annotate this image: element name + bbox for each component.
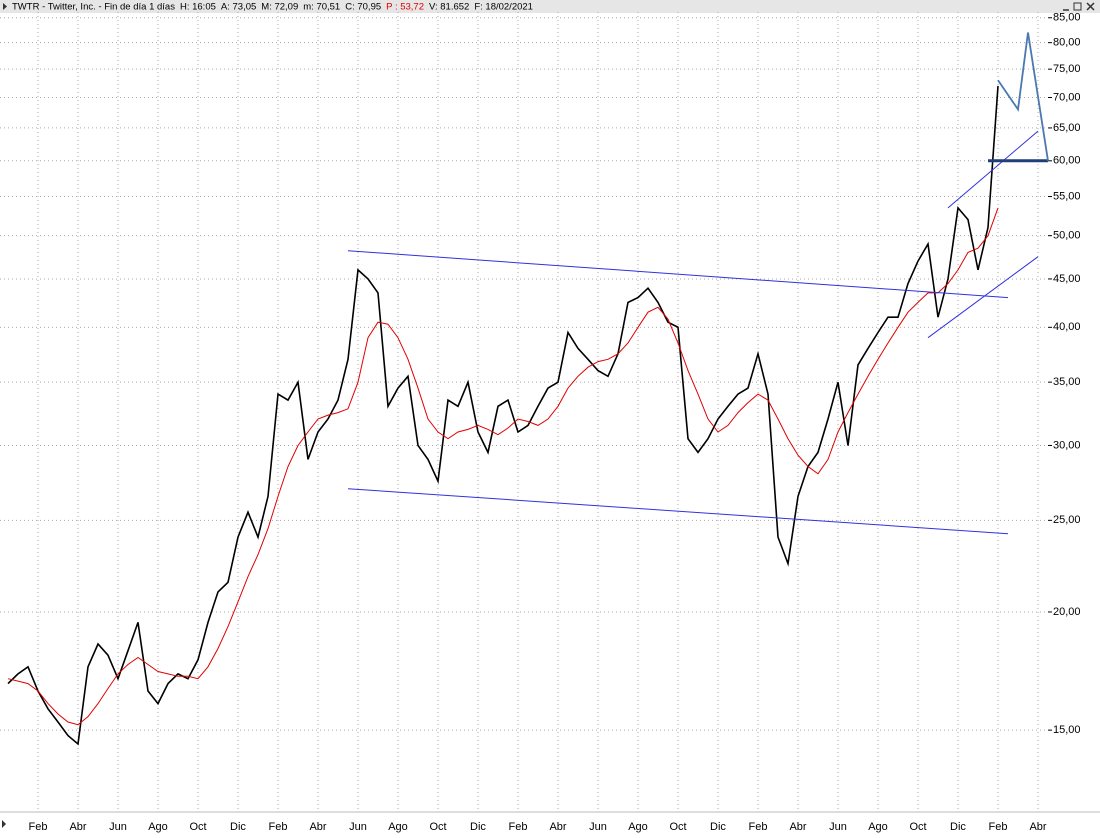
x-tick-label: Abr	[309, 821, 326, 833]
x-tick-label: Ago	[388, 821, 408, 833]
y-tick-label: 70,00	[1053, 91, 1081, 103]
x-tick-label: Ago	[628, 821, 648, 833]
header: TWTR - Twitter, Inc. - Fin de día 1 días…	[12, 2, 533, 13]
trend-line	[347, 488, 1009, 535]
trend-line	[347, 250, 1009, 299]
y-tick-label: 85,00	[1053, 12, 1081, 24]
y-tick-label: 60,00	[1053, 155, 1081, 167]
x-tick-label: Dic	[950, 821, 966, 833]
chart-title: TWTR - Twitter, Inc. - Fin de día 1 días	[12, 2, 175, 13]
x-tick-label: Dic	[470, 821, 486, 833]
x-tick-label: Oct	[429, 821, 446, 833]
x-tick-label: Abr	[69, 821, 86, 833]
y-tick-label: 65,00	[1053, 122, 1081, 134]
info-field: F: 18/02/2021	[474, 2, 533, 13]
y-tick-label: 30,00	[1053, 439, 1081, 451]
window-buttons	[1063, 2, 1095, 11]
maximize-button[interactable]	[1073, 2, 1082, 11]
y-tick-label: 80,00	[1053, 37, 1081, 49]
x-tick-label: Feb	[29, 821, 48, 833]
y-tick-label: 45,00	[1053, 273, 1081, 285]
info-field: A: 73,05	[221, 2, 256, 13]
y-tick-label: 50,00	[1053, 230, 1081, 242]
y-tick-label: 25,00	[1053, 514, 1081, 526]
x-tick-label: Abr	[549, 821, 566, 833]
scroll-icon[interactable]	[2, 820, 6, 828]
close-button[interactable]	[1086, 2, 1095, 11]
x-tick-label: Feb	[989, 821, 1008, 833]
x-tick-label: Ago	[148, 821, 168, 833]
x-tick-label: Jun	[589, 821, 607, 833]
x-tick-label: Oct	[669, 821, 686, 833]
header-bar	[0, 0, 1100, 13]
x-tick-label: Feb	[269, 821, 288, 833]
info-field: C: 70,95	[345, 2, 381, 13]
x-tick-label: Feb	[749, 821, 768, 833]
info-field: M: 72,09	[261, 2, 298, 13]
info-field: V: 81.652	[429, 2, 469, 13]
trend-line	[927, 256, 1039, 339]
x-tick-label: Abr	[1029, 821, 1046, 833]
x-tick-label: Oct	[189, 821, 206, 833]
x-tick-label: Jun	[829, 821, 847, 833]
x-tick-label: Jun	[109, 821, 127, 833]
x-tick-label: Jun	[349, 821, 367, 833]
y-tick-label: 75,00	[1053, 63, 1081, 75]
info-field: H: 16:05	[180, 2, 216, 13]
menu-icon[interactable]	[3, 3, 7, 10]
y-tick-label: 35,00	[1053, 376, 1081, 388]
y-tick-label: 20,00	[1053, 606, 1081, 618]
x-tick-label: Oct	[909, 821, 926, 833]
x-tick-label: Dic	[230, 821, 246, 833]
x-tick-label: Feb	[509, 821, 528, 833]
y-tick-label: 40,00	[1053, 321, 1081, 333]
x-tick-label: Abr	[789, 821, 806, 833]
info-field: P : 53,72	[386, 2, 424, 13]
x-tick-label: Dic	[710, 821, 726, 833]
trend-line	[997, 32, 1049, 161]
y-tick-label: 15,00	[1053, 724, 1081, 736]
series-line	[7, 207, 999, 726]
x-tick-label: Ago	[868, 821, 888, 833]
trend-line	[947, 130, 1039, 209]
info-field: m: 70,51	[303, 2, 340, 13]
y-tick-label: 55,00	[1053, 190, 1081, 202]
series-line	[7, 85, 999, 746]
